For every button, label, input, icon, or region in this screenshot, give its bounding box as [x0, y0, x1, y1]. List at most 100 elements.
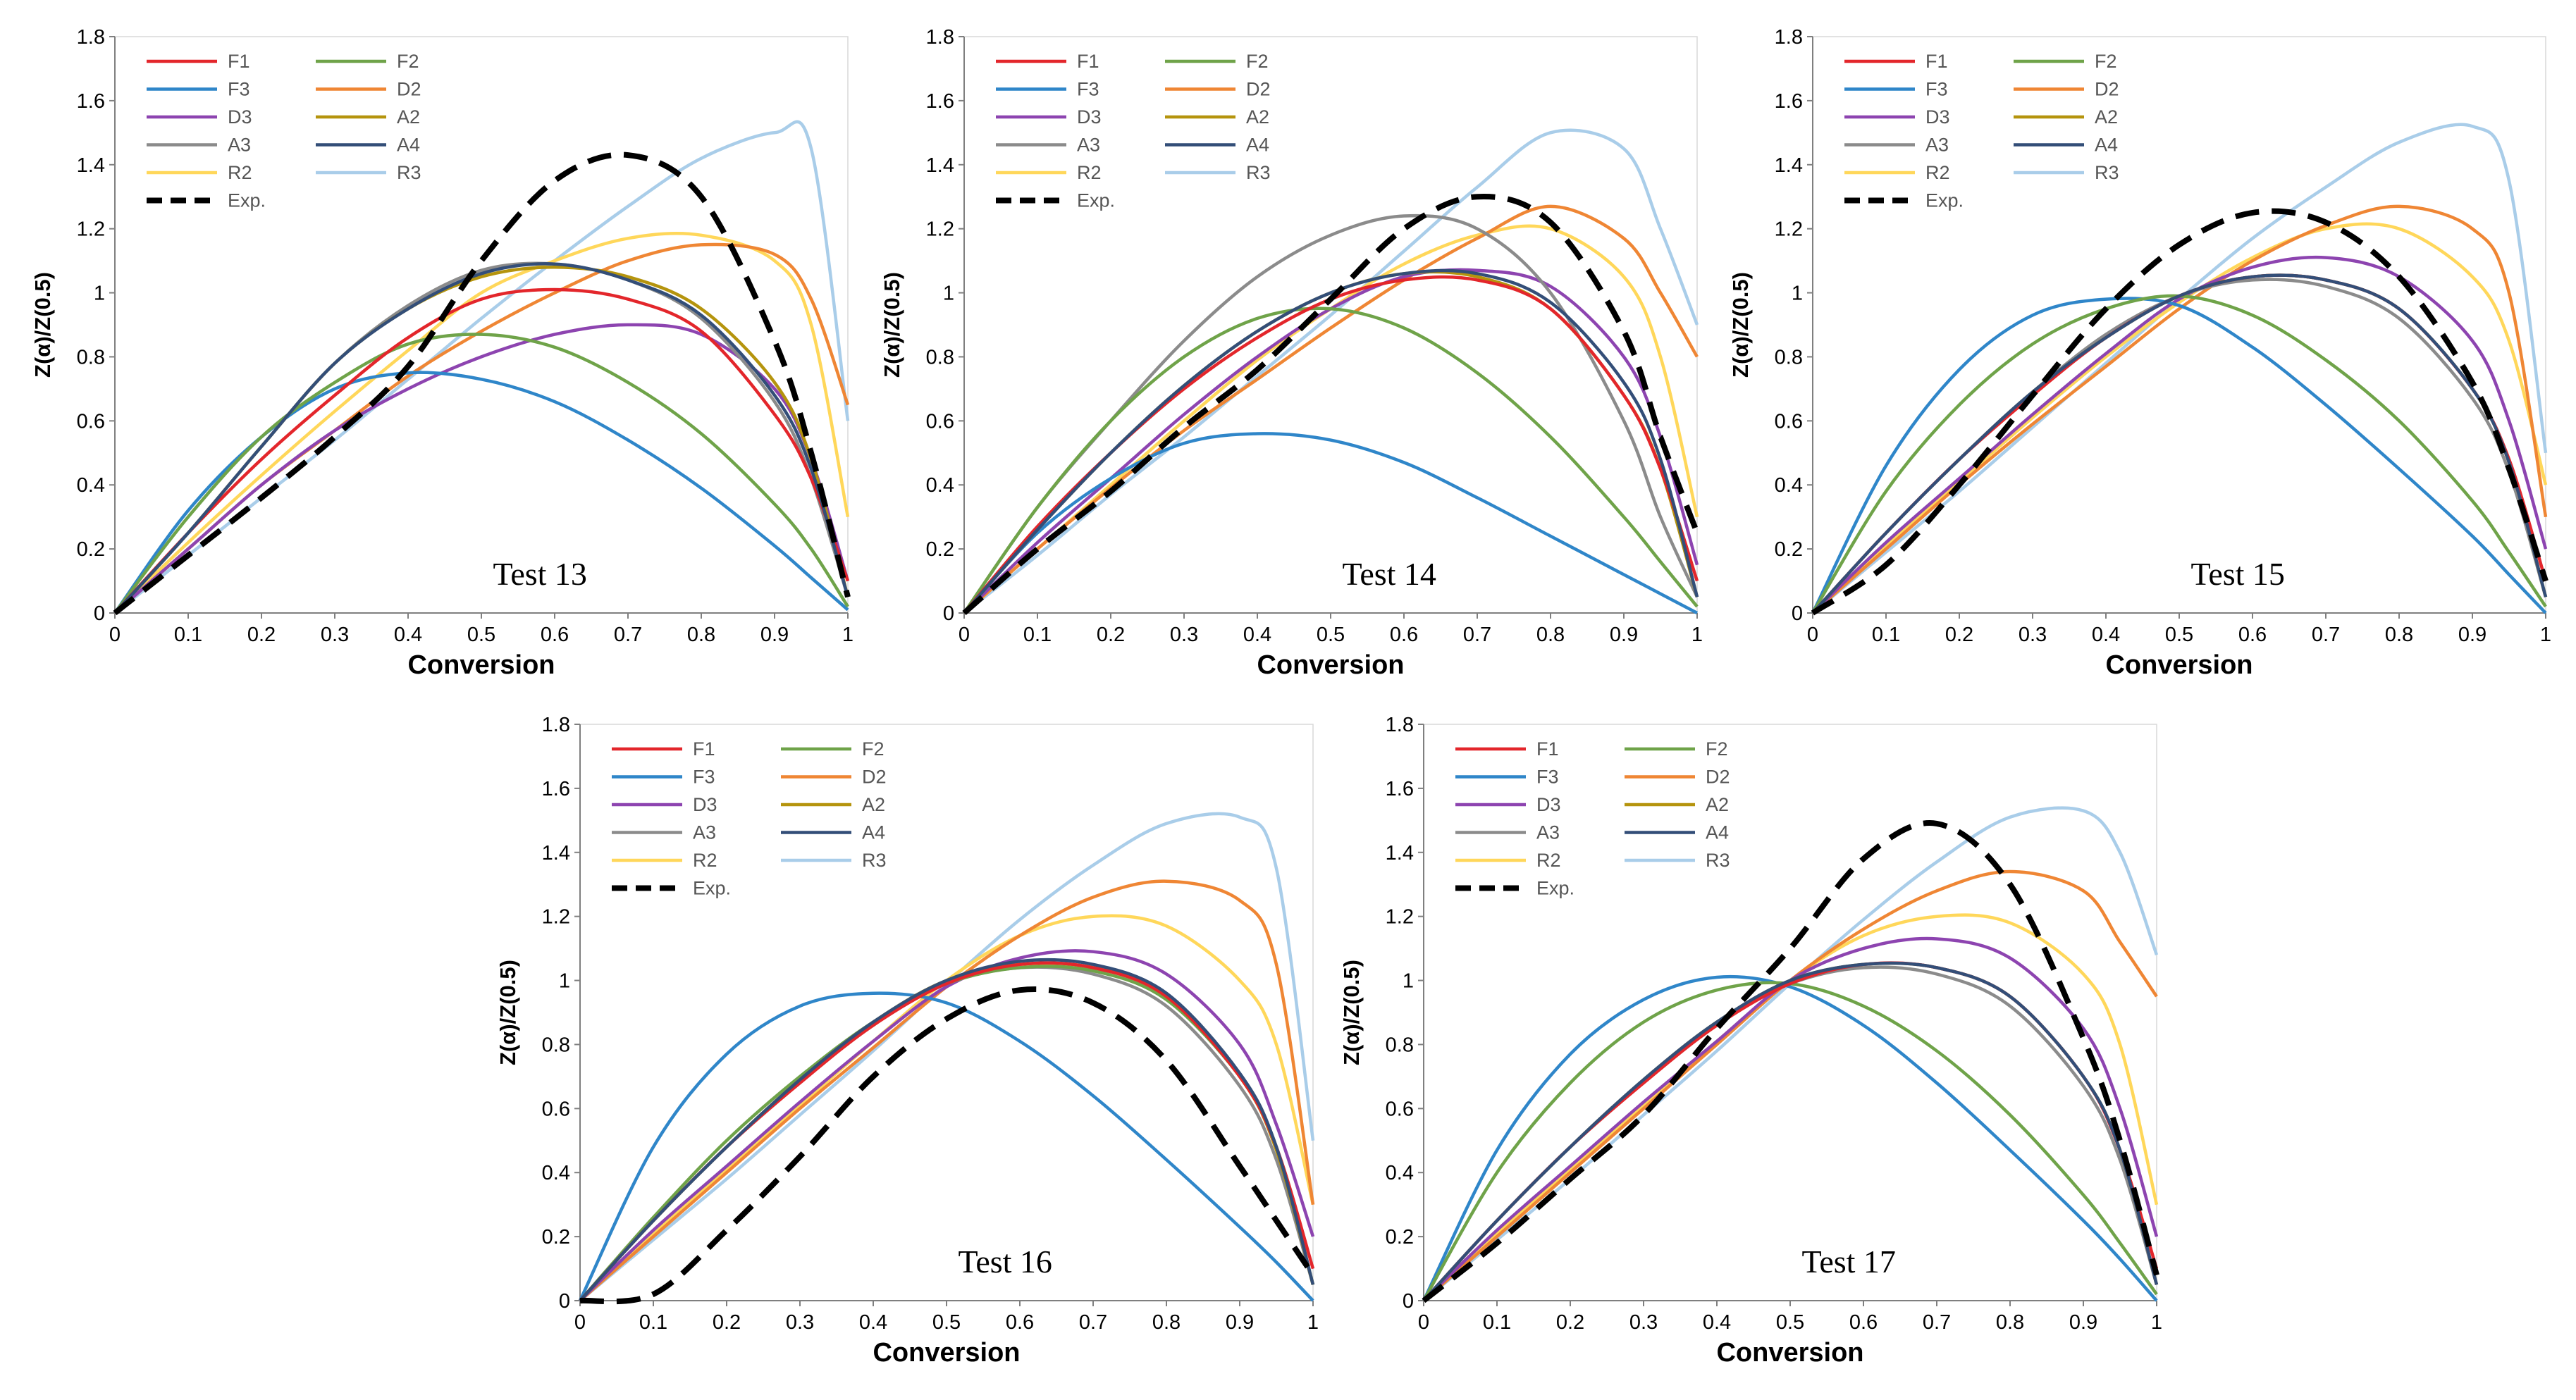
y-tick-label: 1.8	[77, 26, 105, 49]
legend-label: D2	[1706, 767, 1730, 788]
series-line-a2	[1422, 961, 2159, 1302]
plot-frame	[1812, 36, 2546, 614]
x-tick-label: 0.8	[687, 624, 715, 646]
legend-label: A3	[1536, 822, 1560, 843]
series-line-f3	[1422, 974, 2158, 1302]
y-tick-label: 0	[94, 602, 105, 625]
x-tick-label: 0.7	[1463, 624, 1491, 646]
legend-label: D3	[1536, 794, 1561, 815]
x-tick-label: 0.4	[1243, 624, 1271, 646]
y-tick-label: 0.4	[926, 474, 954, 497]
series-line-f1	[113, 287, 850, 614]
chart-panel-5: 0 0.2 0.4 0.6 0.8 1 1.2 1.4 1.6 1.8 0 0.1 0.2 0.3 0.4 0…	[1339, 714, 2162, 1368]
legend-label: F3	[1077, 79, 1099, 100]
y-tick-label: 0.8	[1386, 1034, 1414, 1056]
legend-label: R3	[1706, 850, 1730, 871]
legend-label: Exp.	[693, 878, 731, 899]
x-tick-label: 0.3	[1170, 624, 1198, 646]
legend-label: Exp.	[1925, 190, 1964, 211]
legend-label: D3	[228, 106, 252, 128]
x-tick-label: 0.4	[1703, 1311, 1731, 1334]
x-tick-label: 0	[109, 624, 121, 646]
x-tick-label: 0.1	[639, 1311, 667, 1334]
series-line-exp	[1811, 208, 2549, 616]
x-tick-label: 0.2	[1556, 1311, 1584, 1334]
legend-label: R2	[1536, 850, 1561, 871]
series-line-r2	[963, 224, 1699, 614]
series-line-d2	[579, 879, 1315, 1302]
x-tick-label: 0.9	[1226, 1311, 1254, 1334]
legend-label: R2	[693, 850, 717, 871]
series-line-a4	[963, 268, 1699, 614]
series-line-d2	[963, 204, 1699, 614]
legend-label: A2	[397, 106, 420, 128]
y-tick-label: 1	[559, 970, 570, 993]
legend-label: F1	[1077, 51, 1099, 72]
y-tick-label: 0.8	[926, 346, 954, 368]
x-tick-label: 0.1	[174, 624, 202, 646]
x-tick-label: 0.8	[1536, 624, 1565, 646]
y-tick-label: 1.6	[926, 90, 954, 113]
y-tick-label: 1.6	[77, 90, 105, 113]
y-tick-label: 1.4	[926, 154, 954, 177]
y-tick-label: 0.6	[77, 410, 105, 433]
series-line-d3	[113, 323, 850, 614]
x-tick-label: 0.2	[247, 624, 276, 646]
y-tick-label: 0.4	[1386, 1162, 1414, 1184]
x-tick-label: 1	[1307, 1311, 1319, 1334]
series-line-f2	[1422, 981, 2158, 1302]
y-tick-label: 0.8	[542, 1034, 570, 1056]
x-tick-label: 0.6	[1849, 1311, 1878, 1334]
x-axis-label: Conversion	[407, 650, 555, 680]
panel-title: Test 17	[1801, 1244, 1896, 1280]
y-tick-label: 1.2	[77, 218, 105, 241]
legend-label: D2	[2095, 79, 2119, 100]
y-tick-label: 0.2	[542, 1226, 570, 1249]
legend-label: F2	[2095, 51, 2117, 72]
legend-label: Exp.	[1536, 878, 1574, 899]
x-tick-label: 0.6	[1006, 1311, 1034, 1334]
legend-label: R2	[1077, 162, 1102, 183]
y-axis-label: Z(α)/Z(0.5)	[1728, 272, 1753, 378]
series-line-exp	[579, 986, 1316, 1305]
y-axis-label: Z(α)/Z(0.5)	[880, 272, 904, 378]
series-line-a4	[579, 958, 1315, 1302]
x-tick-label: 0.4	[394, 624, 422, 646]
legend-label: A4	[1706, 822, 1729, 843]
series-line-r2	[1422, 913, 2159, 1302]
x-tick-label: 0.8	[2385, 624, 2413, 646]
x-tick-label: 1	[2151, 1311, 2162, 1334]
legend-label: A2	[2095, 106, 2118, 128]
y-tick-label: 0.8	[77, 346, 105, 368]
y-tick-label: 1.8	[1775, 26, 1803, 49]
series-line-r2	[113, 232, 850, 614]
legend-label: A2	[1706, 794, 1729, 815]
legend-label: Exp.	[228, 190, 266, 211]
legend-label: D2	[1246, 79, 1271, 100]
legend-label: F1	[228, 51, 250, 72]
legend-label: R3	[862, 850, 887, 871]
x-tick-label: 0.2	[713, 1311, 741, 1334]
x-tick-label: 0.5	[2165, 624, 2193, 646]
series-line-r2	[1811, 222, 2548, 614]
legend-label: F3	[693, 767, 715, 788]
y-tick-label: 1.6	[542, 778, 570, 800]
legend-label: R2	[228, 162, 252, 183]
legend-label: D3	[693, 794, 717, 815]
series-line-r3	[1422, 806, 2159, 1302]
y-axis-label: Z(α)/Z(0.5)	[1339, 960, 1364, 1065]
x-tick-label: 0.6	[2238, 624, 2267, 646]
legend-label: A3	[1077, 135, 1100, 156]
series-line-a4	[113, 262, 850, 614]
series-line-exp	[1422, 820, 2159, 1303]
x-tick-label: 0.7	[614, 624, 642, 646]
x-axis-label: Conversion	[2105, 650, 2253, 680]
panel-title: Test 13	[493, 556, 587, 592]
legend-label: A4	[2095, 135, 2118, 156]
series-line-r2	[579, 914, 1315, 1302]
y-tick-label: 1.6	[1775, 90, 1803, 113]
x-tick-label: 0.3	[2019, 624, 2047, 646]
y-tick-label: 0	[1403, 1290, 1414, 1313]
x-tick-label: 0.5	[1776, 1311, 1804, 1334]
